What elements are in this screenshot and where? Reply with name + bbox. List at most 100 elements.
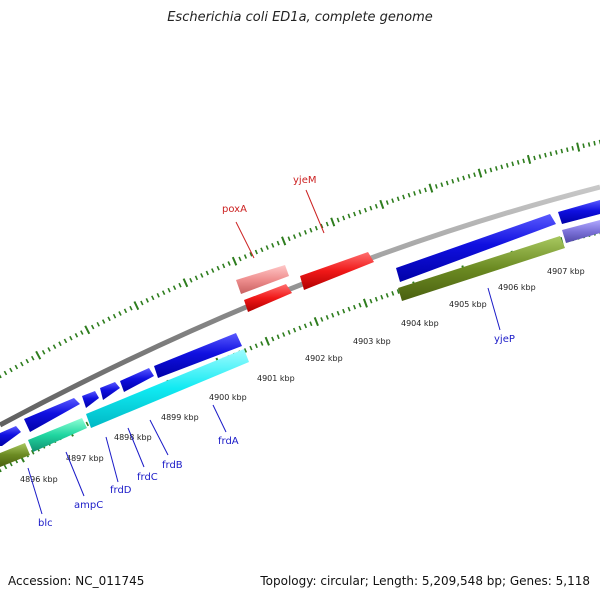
minor-tick [3,370,8,376]
minor-tick [353,211,357,217]
minor-tick [271,242,275,248]
minor-tick [363,207,367,213]
gene-feature[interactable] [120,368,154,392]
kbp-label: 4898 kbp [114,433,152,442]
gene-feature[interactable] [154,333,242,378]
kbp-label: 4899 kbp [161,413,199,422]
minor-tick [391,198,395,204]
minor-tick [571,146,574,151]
minor-tick [473,172,476,178]
minor-tick [194,275,199,281]
gene-labels: poxA yjeM yjeP frdA frdB frdC frdD ampC … [38,175,515,529]
major-tick [428,183,434,193]
gene-label-yjeM[interactable]: yjeM [293,175,316,186]
minor-tick [151,295,155,301]
minor-tick [85,421,90,427]
gene-feature[interactable] [244,284,292,312]
gene-label-frdA[interactable]: frdA [218,436,239,447]
minor-tick [80,330,84,335]
minor-tick [358,302,362,308]
minor-tick [249,251,253,257]
minor-tick [309,321,313,327]
minor-tick [20,361,24,367]
gene-label-ampC[interactable]: ampC [74,500,103,511]
major-tick [313,317,319,327]
minor-tick [156,292,160,298]
gene-feature-yjeP[interactable] [398,236,565,301]
minor-tick [161,290,166,296]
minor-tick [9,367,13,373]
genome-backbone [0,184,600,428]
gene-feature[interactable] [0,443,30,467]
minor-tick [276,240,280,246]
minor-tick [456,177,460,182]
minor-tick [347,213,351,219]
minor-tick [533,155,536,161]
gene-feature[interactable] [100,382,120,400]
minor-tick [112,313,117,319]
gene-feature-ampC[interactable] [28,418,87,452]
gene-label-poxA[interactable]: poxA [222,204,247,215]
minor-tick [303,323,308,329]
major-tick [264,336,270,346]
leader-line-frdB [149,419,169,456]
gene-feature-yjeM[interactable] [300,252,374,290]
minor-tick [587,142,591,147]
gene-feature-poxA[interactable] [236,265,289,294]
minor-tick [593,140,596,146]
minor-tick [292,234,297,240]
minor-tick [287,236,291,242]
minor-tick [265,245,269,250]
minor-tick [0,374,2,379]
major-tick [379,199,385,210]
gene-label-frdD[interactable]: frdD [110,485,132,496]
minor-tick [118,311,122,316]
topology-summary: Topology: circular; Length: 5,209,548 bp… [260,574,590,588]
minor-tick [489,167,493,173]
gene-label-frdB[interactable]: frdB [162,460,183,471]
kbp-label: 4905 kbp [449,300,487,309]
minor-tick [331,312,335,318]
leader-line-frdA [212,404,227,433]
minor-tick [325,315,329,320]
minor-tick [47,347,51,352]
minor-tick [216,265,220,271]
minor-tick [434,184,438,189]
gene-feature[interactable] [24,398,80,432]
gene-feature[interactable] [396,214,556,282]
major-tick [576,142,581,152]
minor-tick [347,306,351,312]
minor-tick [440,182,444,188]
gene-feature[interactable] [558,200,600,224]
gene-feature[interactable] [0,426,21,446]
gene-label-yjeP[interactable]: yjeP [494,334,515,345]
major-tick [133,301,140,311]
map-title: Escherichia coli ED1a, complete genome [167,10,433,25]
minor-tick [391,291,395,296]
minor-tick [298,325,302,331]
major-tick [182,278,189,288]
gene-feature-frdA[interactable] [86,349,249,428]
minor-tick [58,341,62,347]
minor-tick [254,343,258,349]
gene-feature[interactable] [562,220,600,243]
inner-tick-track [0,229,600,473]
minor-tick [516,159,520,165]
gene-label-frdC[interactable]: frdC [137,472,158,483]
kbp-label: 4902 kbp [305,354,343,363]
minor-tick [271,336,275,342]
kbp-label: 4901 kbp [257,374,295,383]
minor-tick [249,345,253,351]
major-tick [281,236,287,246]
minor-tick [292,327,297,333]
minor-tick [123,308,128,314]
major-tick [362,298,368,308]
minor-tick [107,316,111,322]
minor-tick [495,166,498,171]
minor-tick [189,277,193,283]
gene-label-blc[interactable]: blc [38,518,53,529]
features [0,200,600,467]
minor-tick [445,180,449,186]
leader-line-frdC [127,427,145,468]
gene-feature[interactable] [82,391,99,408]
